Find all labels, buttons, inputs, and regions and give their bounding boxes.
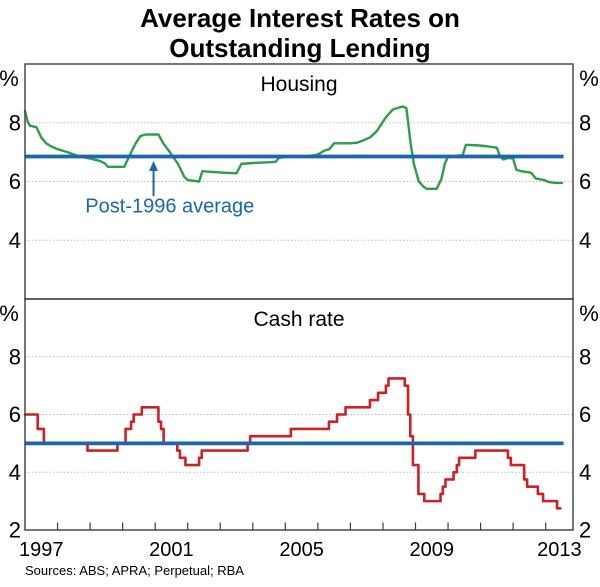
- unit-label-left: %: [0, 66, 19, 91]
- y-tick-label-left: 8: [9, 344, 21, 369]
- y-tick-label-left: 2: [9, 518, 21, 543]
- y-tick-label-left: 8: [9, 110, 21, 135]
- y-tick-label-right: 4: [579, 228, 591, 253]
- annotation-text: Post-1996 average: [85, 195, 254, 217]
- y-tick-label-right: 4: [579, 460, 591, 485]
- chart-title: Average Interest Rates on Outstanding Le…: [0, 3, 600, 63]
- annotation-arrow-head: [149, 160, 159, 171]
- x-axis-label-2009: 2009: [410, 539, 455, 561]
- y-tick-label-right: 6: [579, 169, 591, 194]
- y-tick-label-left: 6: [9, 402, 21, 427]
- y-tick-label-right: 8: [579, 110, 591, 135]
- x-axis-label-2013: 2013: [537, 539, 582, 561]
- chart-title-line2: Outstanding Lending: [169, 33, 431, 63]
- panel-title-housing: Housing: [260, 73, 337, 96]
- x-axis-label-2001: 2001: [149, 539, 194, 561]
- cash-rate-step: [23, 377, 562, 510]
- housing-line: [23, 105, 564, 191]
- unit-label-left: %: [0, 301, 19, 326]
- y-tick-label-right: 8: [579, 344, 591, 369]
- unit-label-right: %: [579, 66, 599, 91]
- x-axis-label-1997: 1997: [19, 539, 64, 561]
- y-tick-label-left: 6: [9, 169, 21, 194]
- y-tick-label-right: 6: [579, 402, 591, 427]
- panel-border-bottom: [24, 298, 574, 531]
- x-axis-label-2005: 2005: [279, 539, 324, 561]
- unit-label-right: %: [579, 301, 599, 326]
- panel-title-cash-rate: Cash rate: [253, 308, 344, 331]
- y-tick-label-left: 4: [9, 460, 21, 485]
- chart-title-line1: Average Interest Rates on: [140, 3, 460, 33]
- y-tick-label-right: 2: [579, 518, 591, 543]
- sources-note: Sources: ABS; APRA; Perpetual; RBA: [25, 563, 244, 578]
- y-tick-label-left: 4: [9, 228, 21, 253]
